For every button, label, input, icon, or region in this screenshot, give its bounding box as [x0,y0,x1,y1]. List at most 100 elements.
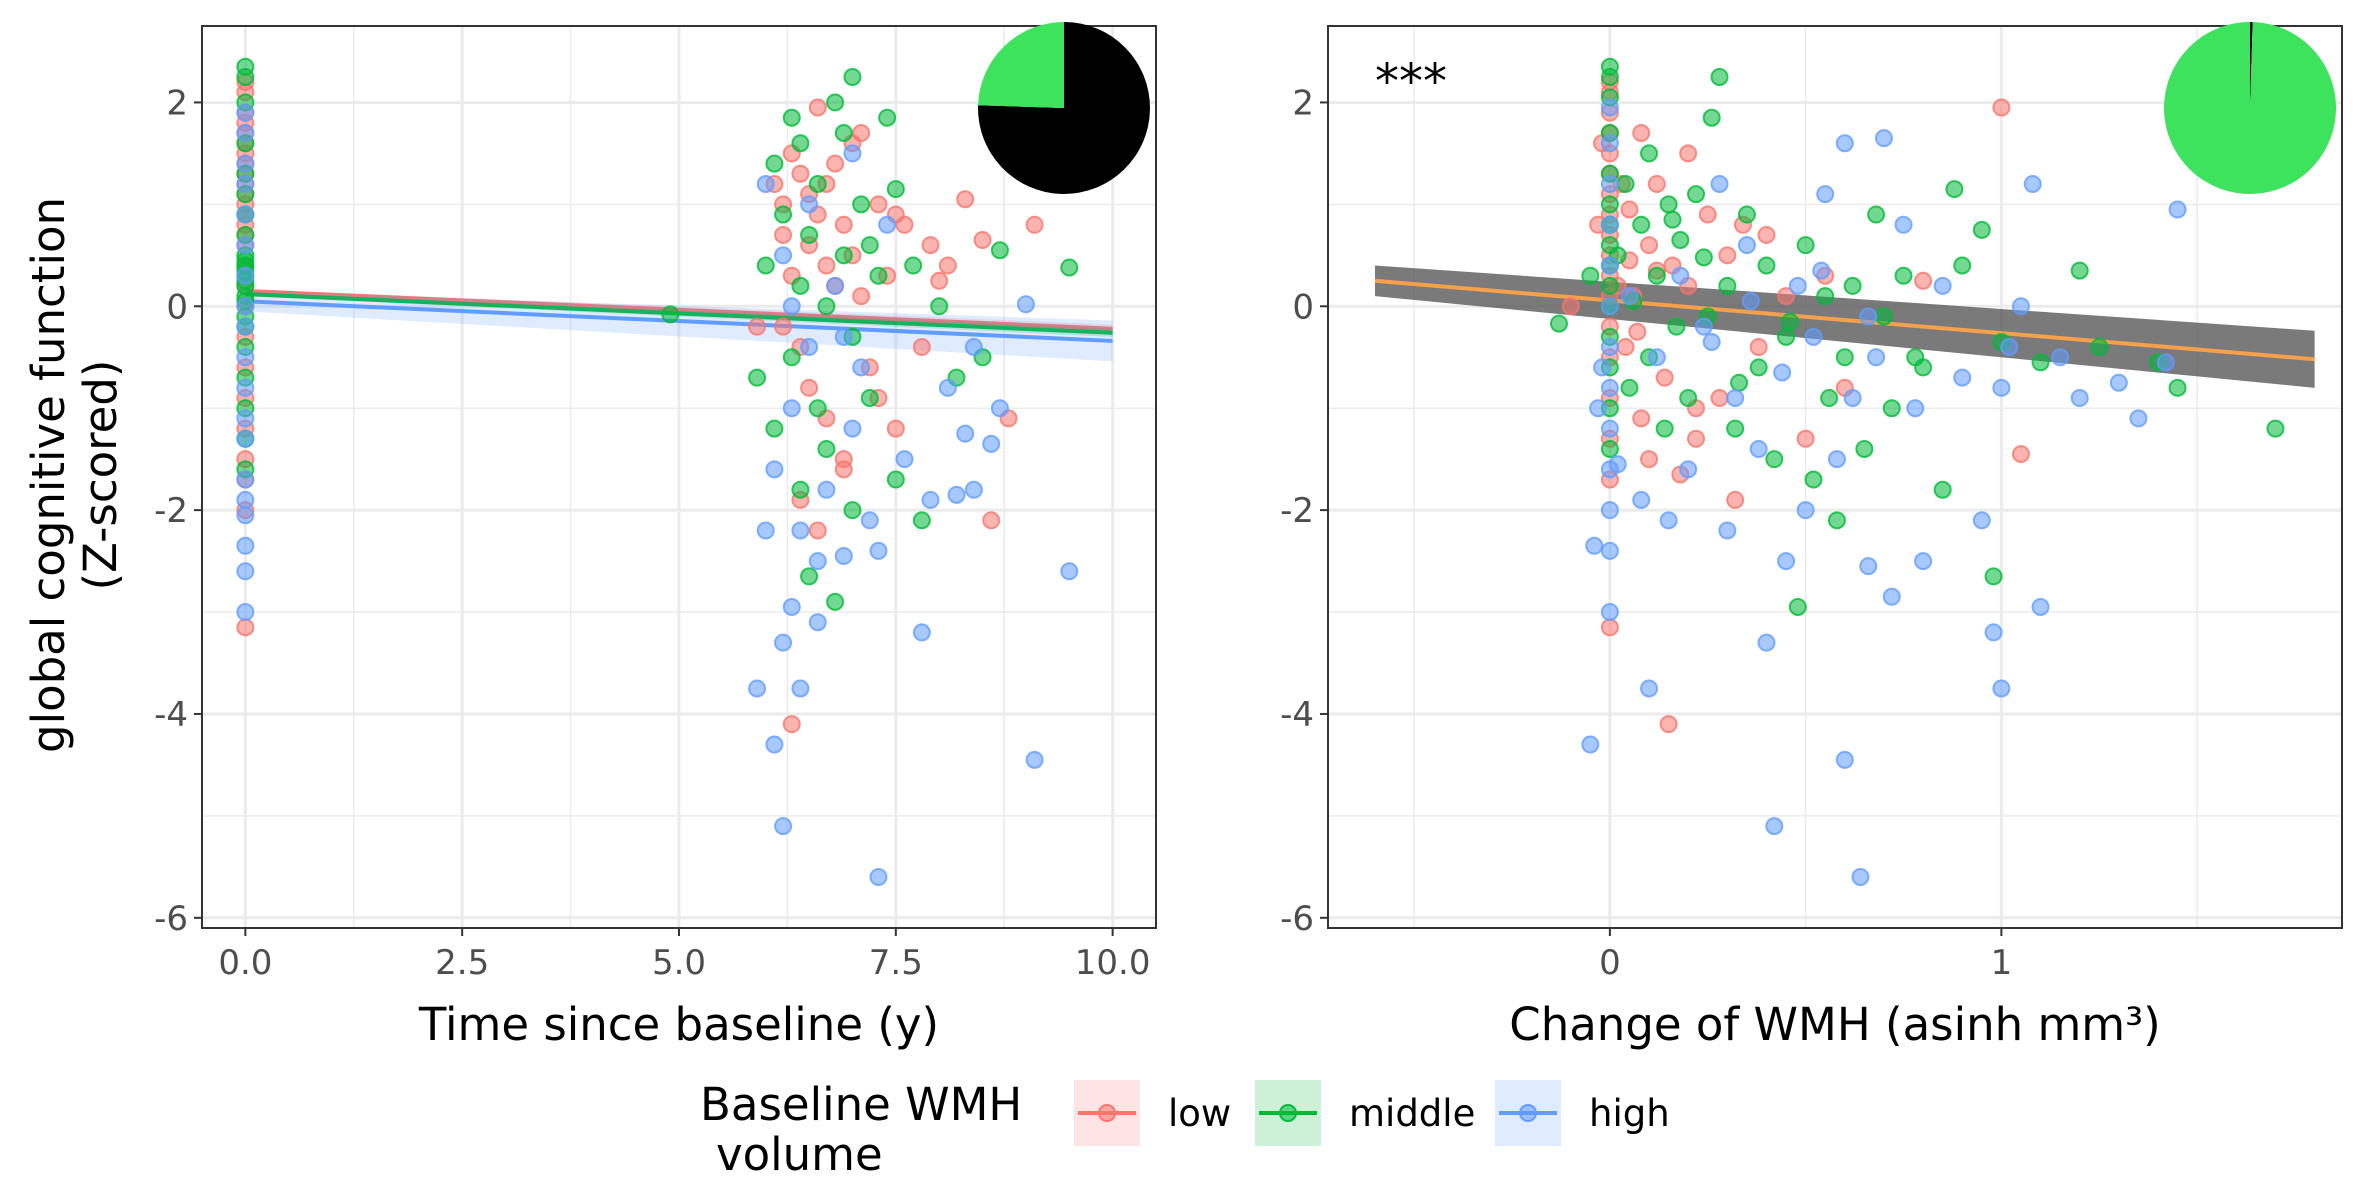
data-point-low [1914,271,1933,290]
data-point-high [774,633,793,652]
right-pie-slice [2164,22,2337,195]
left-x-tick-label: 7.5 [869,943,923,983]
data-point-low [791,164,810,183]
data-point-high [1804,327,1823,346]
data-point-low [834,460,853,479]
data-point-high [1749,439,1768,458]
data-point-low [1659,715,1678,734]
data-point-high [2000,338,2019,357]
data-point-high [1972,511,1991,530]
data-point-low [834,215,853,234]
left-y-tick-label: -6 [154,899,188,939]
data-point-high [860,511,879,530]
data-point-low [1628,322,1647,341]
right-x-axis-title: Change of WMH (asinh mm³) [1509,998,2160,1051]
data-point-middle [756,256,775,275]
data-point-middle [791,134,810,153]
data-point-high [869,541,888,560]
data-point-middle [1632,215,1651,234]
right-pie-slice [2250,22,2253,108]
data-point-low [1687,429,1706,448]
data-point-high [2129,409,2148,428]
data-point-high [782,297,801,316]
data-point-high [236,236,255,255]
data-point-middle [878,108,897,127]
data-point-middle [1702,108,1721,127]
data-point-high [938,378,957,397]
data-point-high [1600,174,1619,193]
data-point-middle [860,389,879,408]
right-data-points [1549,57,2285,887]
data-point-high [982,434,1001,453]
left-y-tick-label: -2 [154,491,188,531]
data-point-high [236,205,255,224]
data-point-high [748,679,767,698]
legend-keys: low middle high [1074,1080,1670,1146]
data-point-middle [1737,205,1756,224]
data-point-high [236,562,255,581]
data-point-middle [860,236,879,255]
data-point-middle [1816,287,1835,306]
data-point-high [1827,450,1846,469]
data-point-low [236,618,255,637]
legend-key-point-low [1098,1104,1116,1122]
data-point-high [1859,307,1878,326]
data-point-middle [1687,185,1706,204]
data-point-high [1718,521,1737,540]
data-point-low [800,378,819,397]
data-point-high [1632,490,1651,509]
data-point-high [236,103,255,122]
data-point-middle [661,305,680,324]
data-point-high [1726,389,1745,408]
data-point-high [990,399,1009,418]
right-plot-background [1328,26,2342,928]
data-point-high [236,603,255,622]
data-point-high [1620,287,1639,306]
data-point-low [869,195,888,214]
data-point-high [1647,348,1666,367]
legend-label-middle: middle [1349,1092,1475,1135]
data-point-middle [1894,266,1913,285]
data-point-middle [1882,399,1901,418]
data-point-middle [1663,210,1682,229]
data-point-high [1765,817,1784,836]
data-point-low [1647,174,1666,193]
data-point-low [1632,124,1651,143]
data-point-low [1640,236,1659,255]
data-point-middle [1060,258,1079,277]
data-point-low [1796,429,1815,448]
data-point-high [1874,129,1893,148]
legend-title-line1: Baseline WMH [700,1078,1022,1131]
data-point-high [1710,174,1729,193]
data-point-middle [1820,389,1839,408]
data-point-low [921,236,940,255]
right-series-high [1581,98,2187,887]
data-point-low [1632,409,1651,428]
left-x-tick-label: 5.0 [652,943,706,983]
data-point-high [1859,557,1878,576]
data-point-low [912,338,931,357]
data-point-middle [1804,470,1823,489]
data-point-low [782,715,801,734]
data-point-high [2070,389,2089,408]
data-point-middle [930,297,949,316]
data-point-middle [1600,439,1619,458]
data-point-low [1616,338,1635,357]
data-point-low [1025,215,1044,234]
right-plot-area [1374,57,2315,887]
data-point-middle [1827,511,1846,530]
data-point-middle [774,205,793,224]
data-point-middle [1659,195,1678,214]
data-point-middle [843,501,862,520]
data-point-high [826,276,845,295]
data-point-middle [765,419,784,438]
data-point-middle [1843,276,1862,295]
data-point-middle [791,276,810,295]
data-point-middle [904,256,923,275]
legend-label-high: high [1589,1092,1670,1135]
left-y-tick-label: -4 [154,695,188,735]
data-point-high [1600,134,1619,153]
data-point-high [1843,389,1862,408]
